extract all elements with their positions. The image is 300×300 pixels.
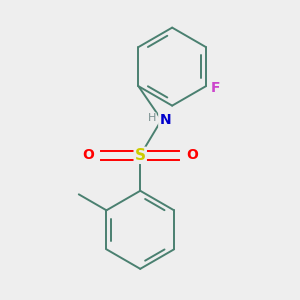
Text: O: O: [82, 148, 94, 162]
Text: F: F: [211, 81, 220, 95]
Text: H: H: [148, 113, 156, 123]
Text: S: S: [135, 148, 146, 163]
Text: N: N: [159, 113, 171, 127]
Text: O: O: [187, 148, 199, 162]
